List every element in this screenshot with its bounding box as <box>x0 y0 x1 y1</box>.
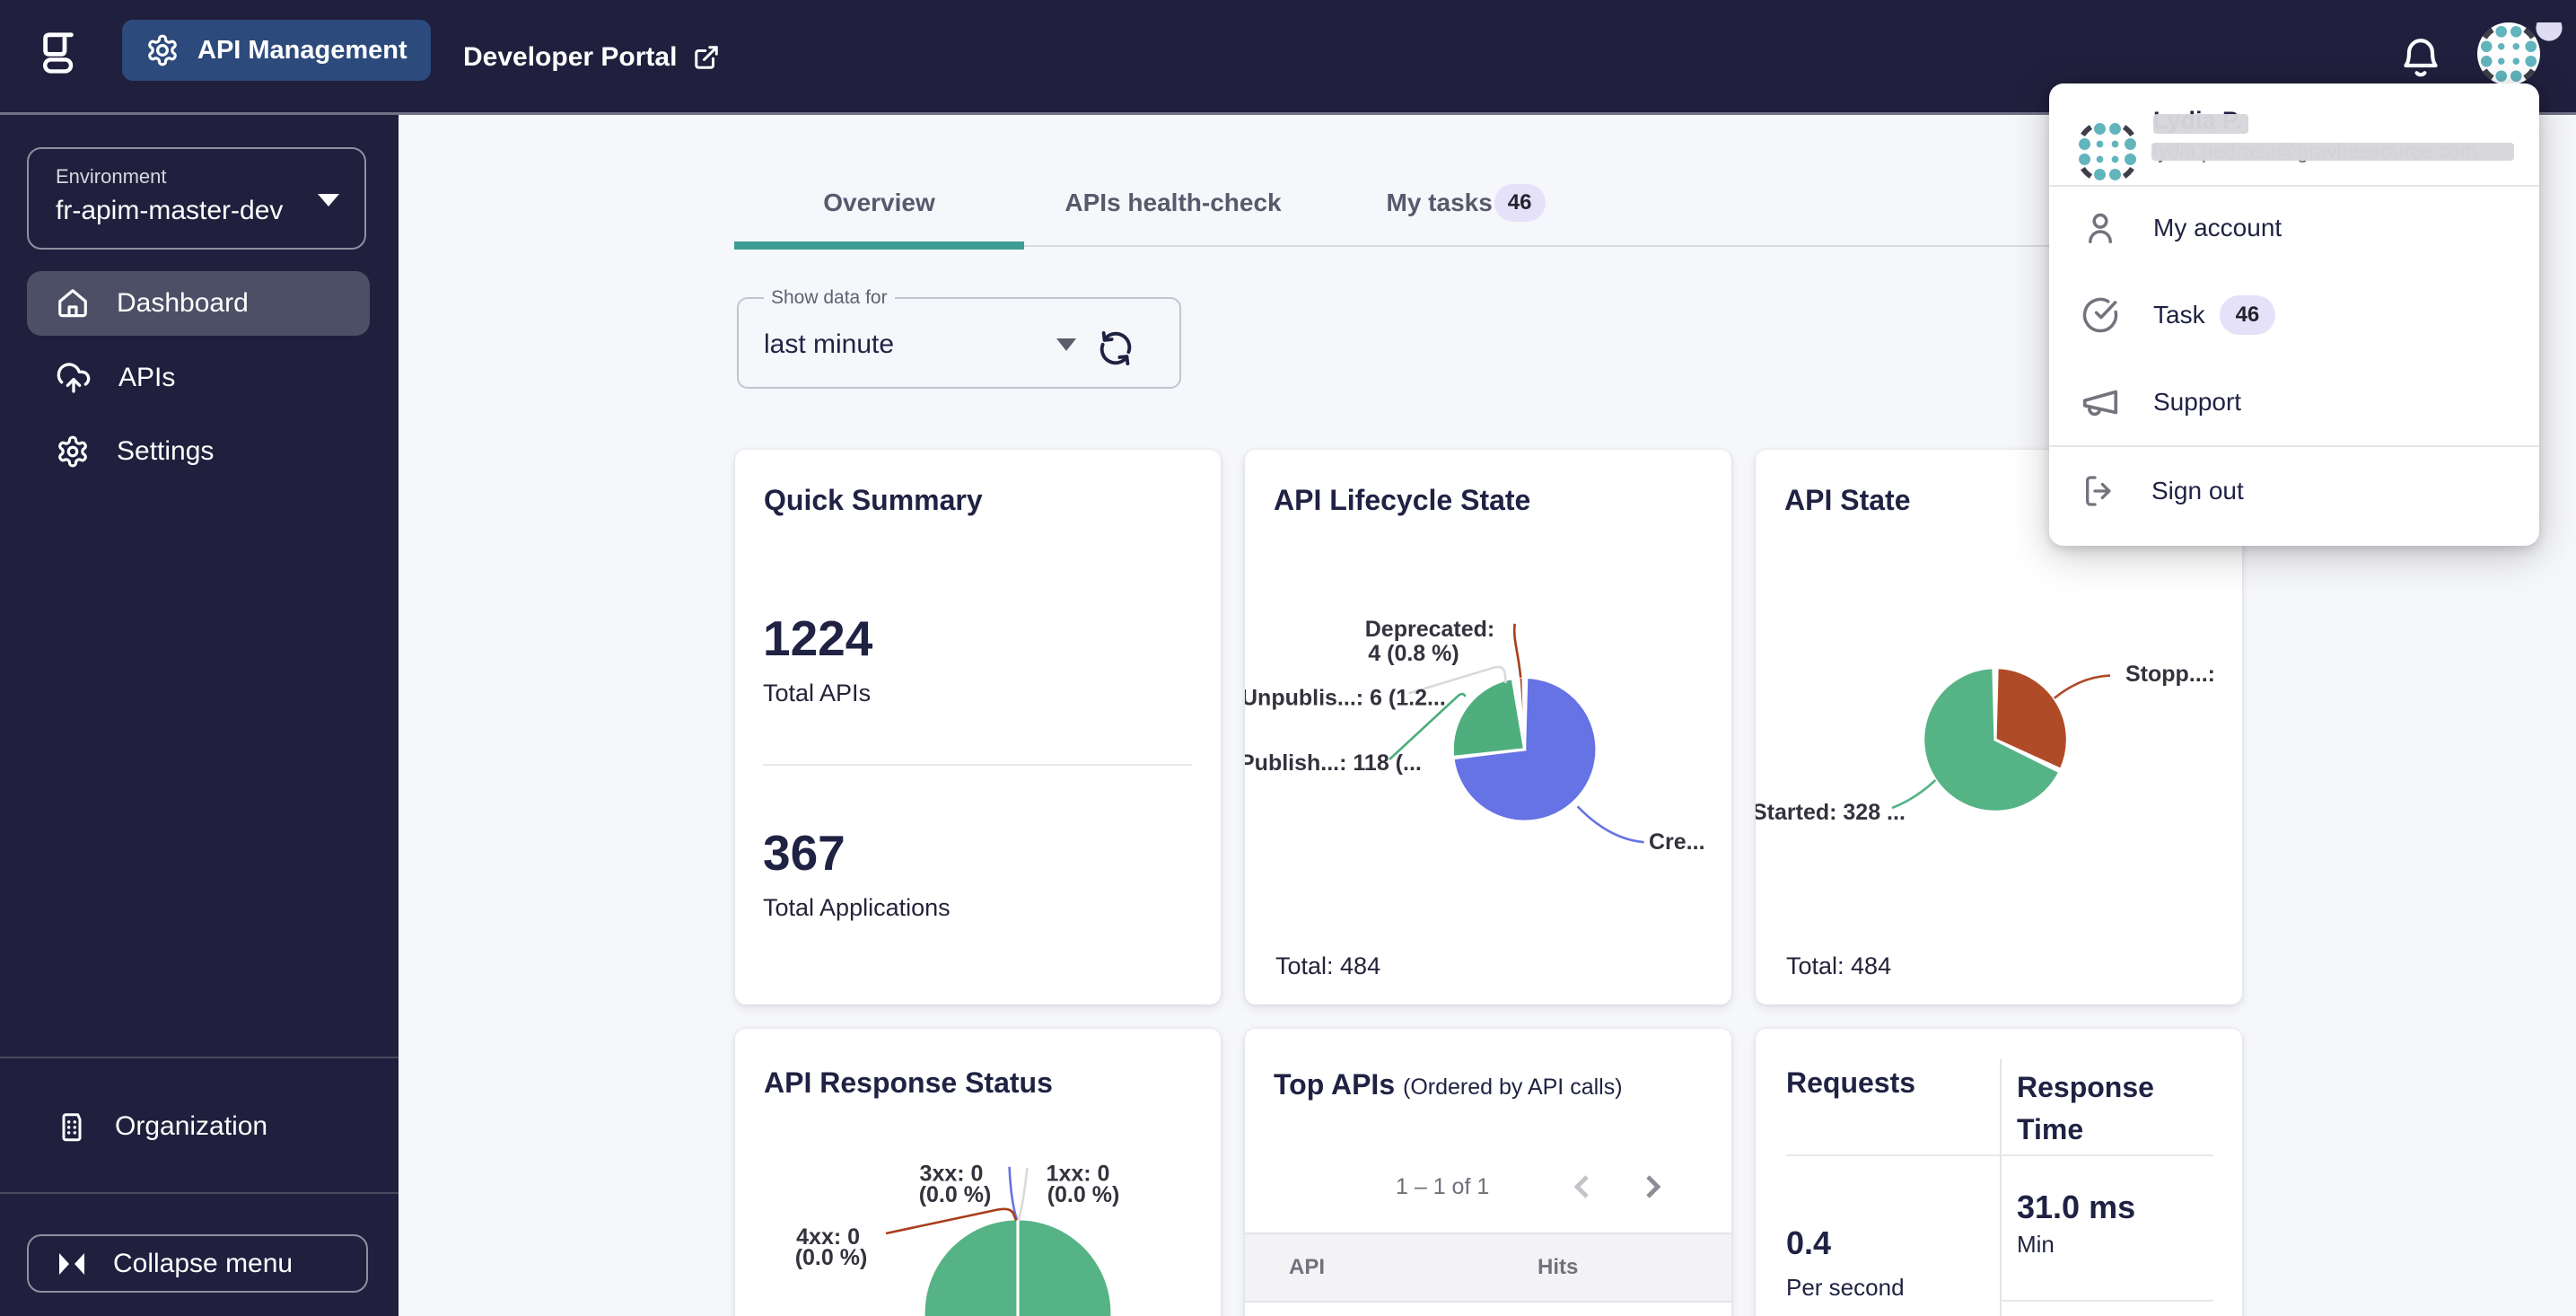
svg-text:1xx: 0: 1xx: 0 <box>1047 1162 1110 1187</box>
svg-text:Cre...: Cre... <box>1649 829 1705 855</box>
svg-text:4xx: 0: 4xx: 0 <box>796 1224 860 1250</box>
svg-text:Stopp...:: Stopp...: <box>2125 662 2215 687</box>
svg-text:(0.0 %): (0.0 %) <box>795 1245 868 1270</box>
svg-text:4 (0.8 %): 4 (0.8 %) <box>1368 641 1459 666</box>
svg-text:Started: 328 ...: Started: 328 ... <box>1756 800 1906 825</box>
svg-text:(0.0 %): (0.0 %) <box>1047 1182 1120 1207</box>
svg-text:(0.0 %): (0.0 %) <box>919 1182 992 1207</box>
svg-text:Publish...: 118 (...: Publish...: 118 (... <box>1245 750 1422 776</box>
svg-text:Deprecated:: Deprecated: <box>1365 617 1495 642</box>
svg-text:3xx: 0: 3xx: 0 <box>920 1162 984 1187</box>
svg-text:Unpublis...: 6 (1.2...: Unpublis...: 6 (1.2... <box>1245 686 1446 711</box>
